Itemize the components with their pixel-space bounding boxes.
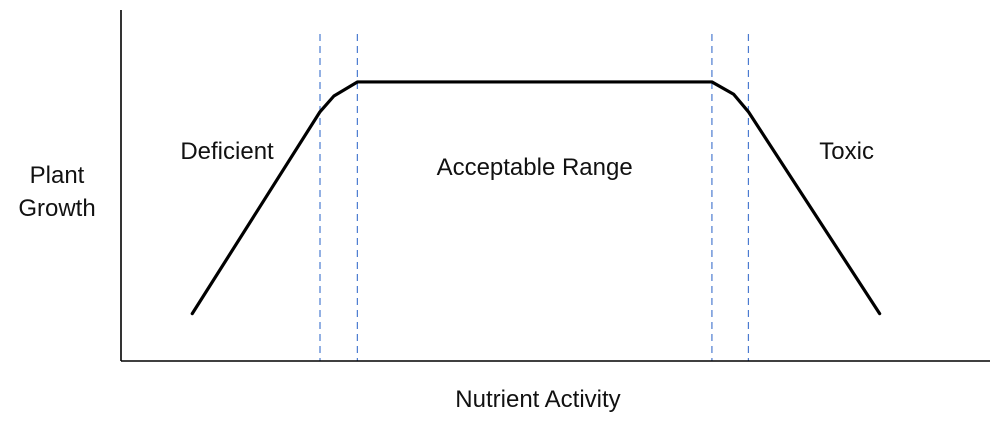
region-label-3: Toxic <box>819 138 874 165</box>
region-label-2: Acceptable Range <box>437 154 633 181</box>
y-axis-label-line-2: Growth <box>18 195 95 222</box>
region-label-1: Deficient <box>180 138 274 165</box>
y-axis-label-line-1: Plant <box>30 162 85 189</box>
region-labels: Deficient Acceptable Range Toxic <box>180 138 874 181</box>
growth-curve-line-1 <box>190 80 882 316</box>
boundary-lines <box>319 34 750 361</box>
x-axis-label: Nutrient Activity <box>455 386 620 413</box>
growth-curve-group <box>190 80 882 316</box>
